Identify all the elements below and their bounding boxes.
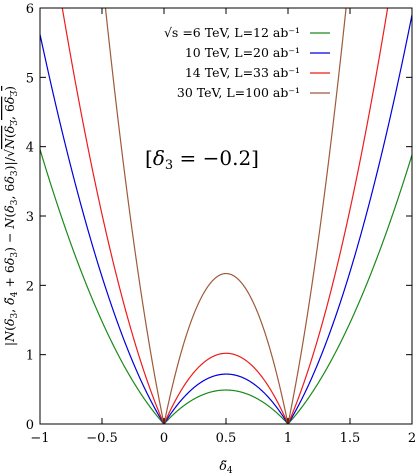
x-tick-label: 0.5 <box>216 431 237 446</box>
legend: √s =6 TeV, L=12 ab⁻¹ 10 TeV, L=20 ab⁻¹ 14 … <box>164 25 330 100</box>
legend-label: 14 TeV, L=33 ab⁻¹ <box>185 65 300 80</box>
legend-label: √s =6 TeV, L=12 ab⁻¹ <box>164 25 300 40</box>
x-tick-label: 1.5 <box>340 431 361 446</box>
annotation: [δ3 = −0.2] <box>145 146 259 173</box>
ticks-layer: −1 −0.5 0 0.5 1 1.5 2 0 1 2 3 4 5 6 <box>26 2 416 446</box>
y-tick-label: 2 <box>26 279 34 294</box>
series-line <box>104 8 347 424</box>
y-tick-label: 3 <box>26 210 34 225</box>
x-tick-label: 0 <box>160 431 168 446</box>
x-tick-label: 1 <box>284 431 292 446</box>
legend-label: 30 TeV, L=100 ab⁻¹ <box>177 85 300 100</box>
y-tick-label: 6 <box>26 2 34 17</box>
series-line <box>40 14 412 424</box>
x-tick-label: −1 <box>30 431 49 446</box>
series-layer <box>40 8 412 424</box>
y-tick-label: 1 <box>26 349 34 364</box>
y-tick-label: 0 <box>26 418 34 433</box>
series-line <box>40 149 412 424</box>
legend-label: 10 TeV, L=20 ab⁻¹ <box>185 45 300 60</box>
series-line <box>61 8 389 424</box>
y-tick-label: 5 <box>26 71 34 86</box>
y-axis-label: |N(δ3, δ̃4 + 6δ3) − N(δ3, 6δ3)|/√N(δ3, 6… <box>2 86 20 346</box>
x-tick-label: −0.5 <box>86 431 118 446</box>
x-tick-label: 2 <box>408 431 416 446</box>
y-tick-label: 4 <box>26 141 34 156</box>
x-axis-label: δ̃4 <box>219 458 233 475</box>
